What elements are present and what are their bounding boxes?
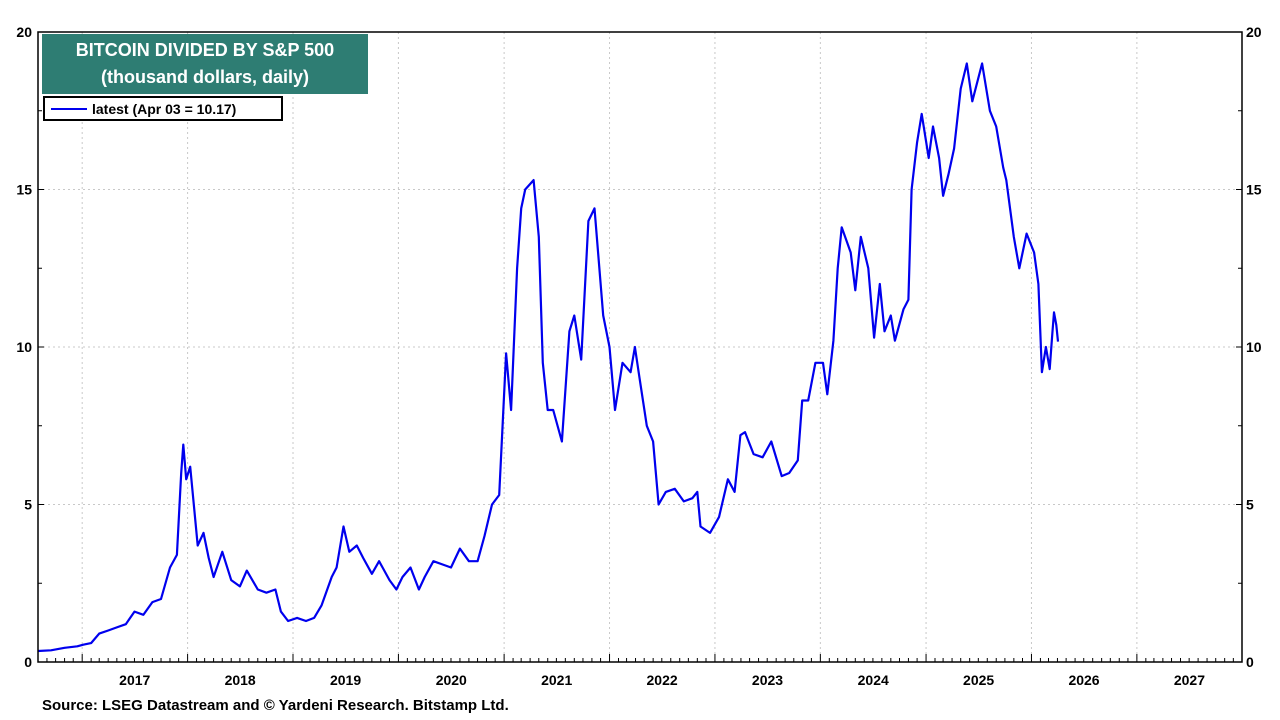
x-tick-label: 2027	[1174, 672, 1205, 688]
y-axis-left: 0 5 10 15 20	[16, 24, 32, 670]
x-tick-label: 2024	[858, 672, 889, 688]
y-tick-label-left: 10	[16, 339, 32, 355]
grid-lines	[38, 32, 1242, 662]
chart-subtitle: (thousand dollars, daily)	[100, 67, 310, 87]
series-line	[37, 62, 1060, 653]
plot-frame	[37, 31, 1243, 663]
x-tick-label: 2017	[119, 672, 150, 688]
x-tick-label: 2022	[647, 672, 678, 688]
y-tick-label-left: 0	[24, 654, 32, 670]
legend-swatch	[51, 108, 87, 110]
chart-title-box: BITCOIN DIVIDED BY S&P 500 (thousand dol…	[42, 34, 368, 94]
x-axis: 2017 2018 2019 2020 2021 2022 2023 2024 2025 2026…	[119, 672, 1205, 688]
y-tick-label-left: 15	[16, 182, 32, 198]
y-tick-label-left: 20	[16, 24, 32, 40]
x-tick-label: 2018	[225, 672, 256, 688]
y-tick-label-right: 20	[1246, 24, 1262, 40]
y-tick-label-right: 0	[1246, 654, 1254, 670]
x-tick-label: 2025	[963, 672, 994, 688]
y-tick-label-right: 5	[1246, 497, 1254, 513]
y-tick-label-left: 5	[24, 497, 32, 513]
x-tick-label: 2020	[436, 672, 467, 688]
x-tick-label: 2021	[541, 672, 572, 688]
chart-title: BITCOIN DIVIDED BY S&P 500	[75, 40, 335, 60]
legend: latest (Apr 03 = 10.17)	[43, 96, 283, 121]
source-note: Source: LSEG Datastream and © Yardeni Re…	[42, 697, 509, 714]
y-tick-label-right: 10	[1246, 339, 1262, 355]
x-tick-label: 2023	[752, 672, 783, 688]
legend-label: latest (Apr 03 = 10.17)	[92, 101, 237, 117]
y-tick-label-right: 15	[1246, 182, 1262, 198]
y-axis-right: 0 5 10 15 20	[1246, 24, 1262, 670]
x-tick-label: 2026	[1068, 672, 1099, 688]
x-tick-label: 2019	[330, 672, 361, 688]
